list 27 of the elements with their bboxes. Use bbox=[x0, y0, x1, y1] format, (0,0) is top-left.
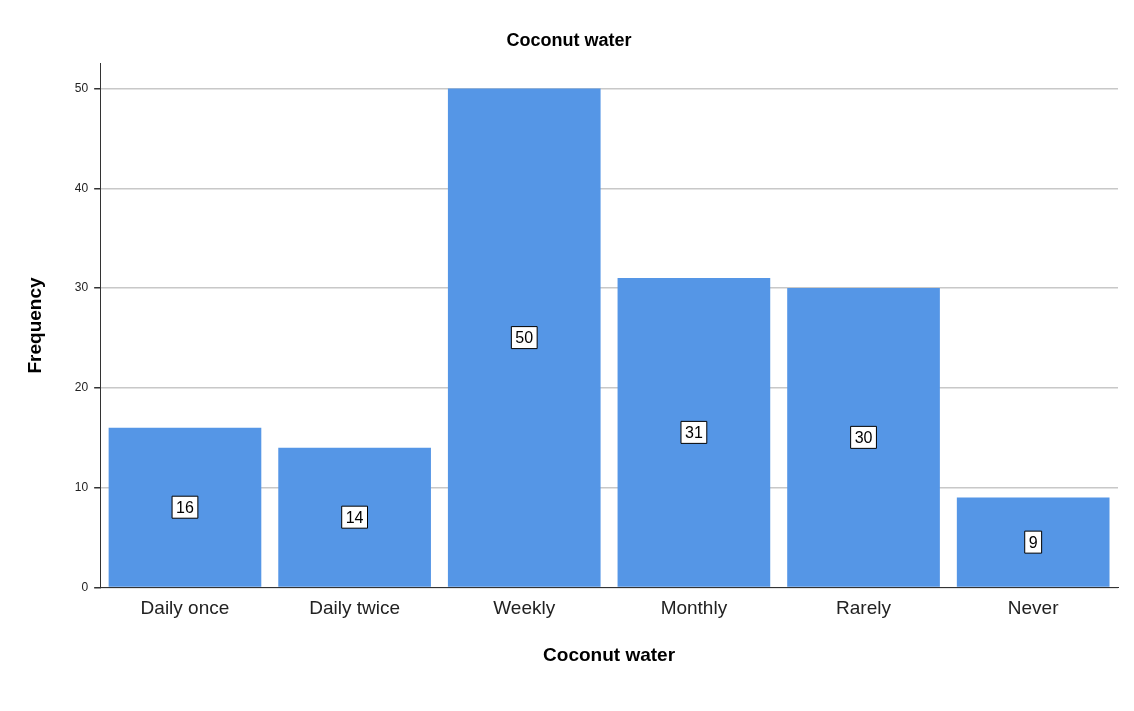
bar bbox=[617, 278, 771, 587]
y-tick-label: 0 bbox=[81, 579, 89, 594]
x-tick-label: Daily once bbox=[140, 597, 230, 619]
data-label: 9 bbox=[1028, 533, 1038, 551]
y-tick-label: 30 bbox=[74, 280, 89, 295]
x-tick-label: Never bbox=[1007, 597, 1060, 619]
x-tick-label: Rarely bbox=[836, 597, 892, 619]
bar bbox=[447, 88, 601, 587]
chart-title: Coconut water bbox=[506, 29, 632, 50]
x-tick-label: Monthly bbox=[660, 597, 728, 619]
data-label: 50 bbox=[515, 329, 534, 346]
bar bbox=[278, 447, 431, 587]
data-label: 14 bbox=[345, 508, 364, 526]
x-axis-title: Coconut water bbox=[543, 643, 676, 665]
data-label: 16 bbox=[176, 498, 194, 516]
bar bbox=[108, 427, 262, 587]
y-tick-label: 40 bbox=[74, 180, 89, 195]
y-tick-label: 20 bbox=[74, 380, 89, 395]
x-tick-label: Weekly bbox=[493, 597, 556, 619]
bar bbox=[956, 497, 1110, 587]
y-axis-title: Frequency bbox=[23, 277, 45, 374]
x-tick-label: Daily twice bbox=[309, 597, 401, 619]
bar bbox=[787, 288, 940, 587]
data-label: 31 bbox=[685, 423, 703, 441]
data-label: 30 bbox=[854, 428, 873, 446]
y-tick-label: 10 bbox=[74, 479, 89, 494]
y-tick-label: 50 bbox=[74, 80, 89, 95]
